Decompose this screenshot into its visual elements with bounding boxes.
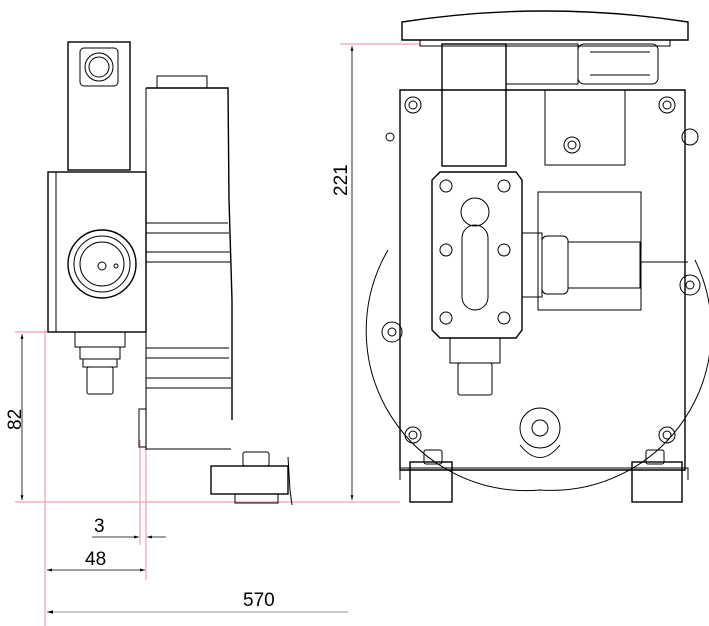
dimension-221-label: 221: [331, 164, 352, 196]
reference-lines: [15, 43, 420, 626]
dimension-lines: [20, 46, 354, 614]
dimension-3-label: 3: [94, 516, 105, 537]
dimension-82-label: 82: [5, 408, 26, 430]
side-view: [47, 41, 293, 506]
dimension-48-label: 48: [85, 549, 107, 570]
dimension-570-label: 570: [243, 590, 275, 611]
front-view: [365, 10, 709, 503]
